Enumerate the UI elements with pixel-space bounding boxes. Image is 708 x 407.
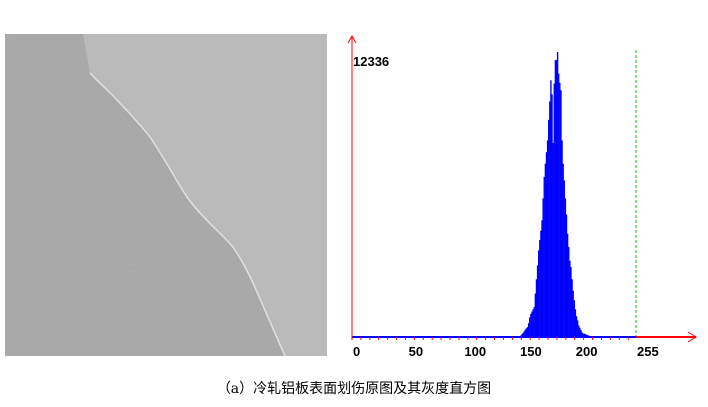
histogram-bar (583, 333, 586, 337)
histogram-bar (551, 94, 553, 337)
histogram-bar (543, 176, 545, 337)
x-tick-label: 200 (576, 344, 598, 359)
histogram-bar (525, 328, 528, 337)
histogram-bar (569, 260, 571, 337)
figure-caption: （a）冷轧铝板表面划伤原图及其灰度直方图 (216, 381, 492, 397)
histogram-bar (571, 279, 573, 337)
histogram-bar (575, 316, 578, 337)
histogram-bar (526, 327, 529, 337)
histogram-bar (523, 331, 525, 337)
histogram-bar (549, 101, 551, 337)
histogram-bar (552, 142, 554, 337)
x-axis-arrow (687, 331, 697, 343)
histogram-bar (581, 332, 583, 337)
histogram-bar (544, 163, 547, 337)
x-tick-label: 255 (637, 344, 659, 359)
histogram-bar (568, 246, 570, 337)
histogram-bar (564, 198, 567, 337)
x-tick-label: 50 (409, 344, 423, 359)
photo-texture (5, 34, 327, 356)
histogram-bar (566, 233, 569, 337)
histogram-bar (533, 306, 535, 337)
histogram-bar (572, 290, 574, 337)
histogram-bar (534, 293, 537, 337)
histogram-bar (589, 335, 591, 337)
histogram-bar (522, 332, 524, 337)
x-tick-label: 0 (353, 344, 360, 359)
histogram-bar (531, 311, 533, 337)
histogram-bar (586, 335, 589, 337)
histogram-bar (578, 325, 580, 337)
histogram-bar (574, 309, 577, 337)
gray-histogram: 12336 0 50 100 150 200 255 (347, 34, 697, 359)
histogram-bar (588, 335, 590, 337)
histogram-bar (529, 317, 531, 337)
histogram-bar (576, 320, 579, 337)
histogram-bar (556, 52, 559, 337)
histogram-bar (573, 300, 575, 337)
histogram-bar (524, 329, 526, 337)
histogram-bar (541, 220, 543, 337)
histogram-bar (540, 230, 542, 337)
histogram-bar (560, 90, 562, 337)
histogram-bar (555, 59, 558, 338)
histogram-bar (548, 119, 550, 337)
histogram-bar (582, 333, 584, 337)
histogram-bar (535, 279, 538, 337)
histogram-bar (532, 309, 534, 337)
histogram-bar (530, 313, 532, 337)
y-axis-arrow (347, 34, 357, 44)
histogram-bar (559, 82, 561, 337)
scratch-photo (5, 34, 327, 356)
histogram-bar (590, 336, 592, 337)
histogram-bar (521, 334, 523, 337)
x-tick-label: 150 (520, 344, 542, 359)
histogram-bar (553, 83, 555, 337)
histogram-bar (546, 140, 549, 337)
histogram-bar (563, 180, 565, 337)
histogram-bar (554, 60, 557, 338)
histogram-bar (579, 327, 581, 337)
histogram-bar (536, 265, 539, 337)
histogram-bar (584, 334, 587, 337)
histogram-bar (580, 330, 582, 337)
histogram-bar (558, 73, 560, 337)
histogram-bar (539, 239, 541, 337)
histogram-bar (561, 140, 563, 337)
histogram-bar (550, 80, 552, 338)
histogram-bar (570, 266, 572, 337)
x-tick-label: 100 (464, 344, 486, 359)
histogram-bar (520, 335, 522, 337)
histogram-bar (527, 323, 530, 337)
histogram-bar (542, 198, 544, 337)
histogram-bar (545, 152, 548, 337)
histogram-bar (565, 214, 568, 337)
histogram-bar (537, 250, 540, 337)
y-max-label: 12336 (353, 54, 389, 69)
histogram-bar (562, 163, 564, 337)
histogram-bar (585, 334, 588, 337)
